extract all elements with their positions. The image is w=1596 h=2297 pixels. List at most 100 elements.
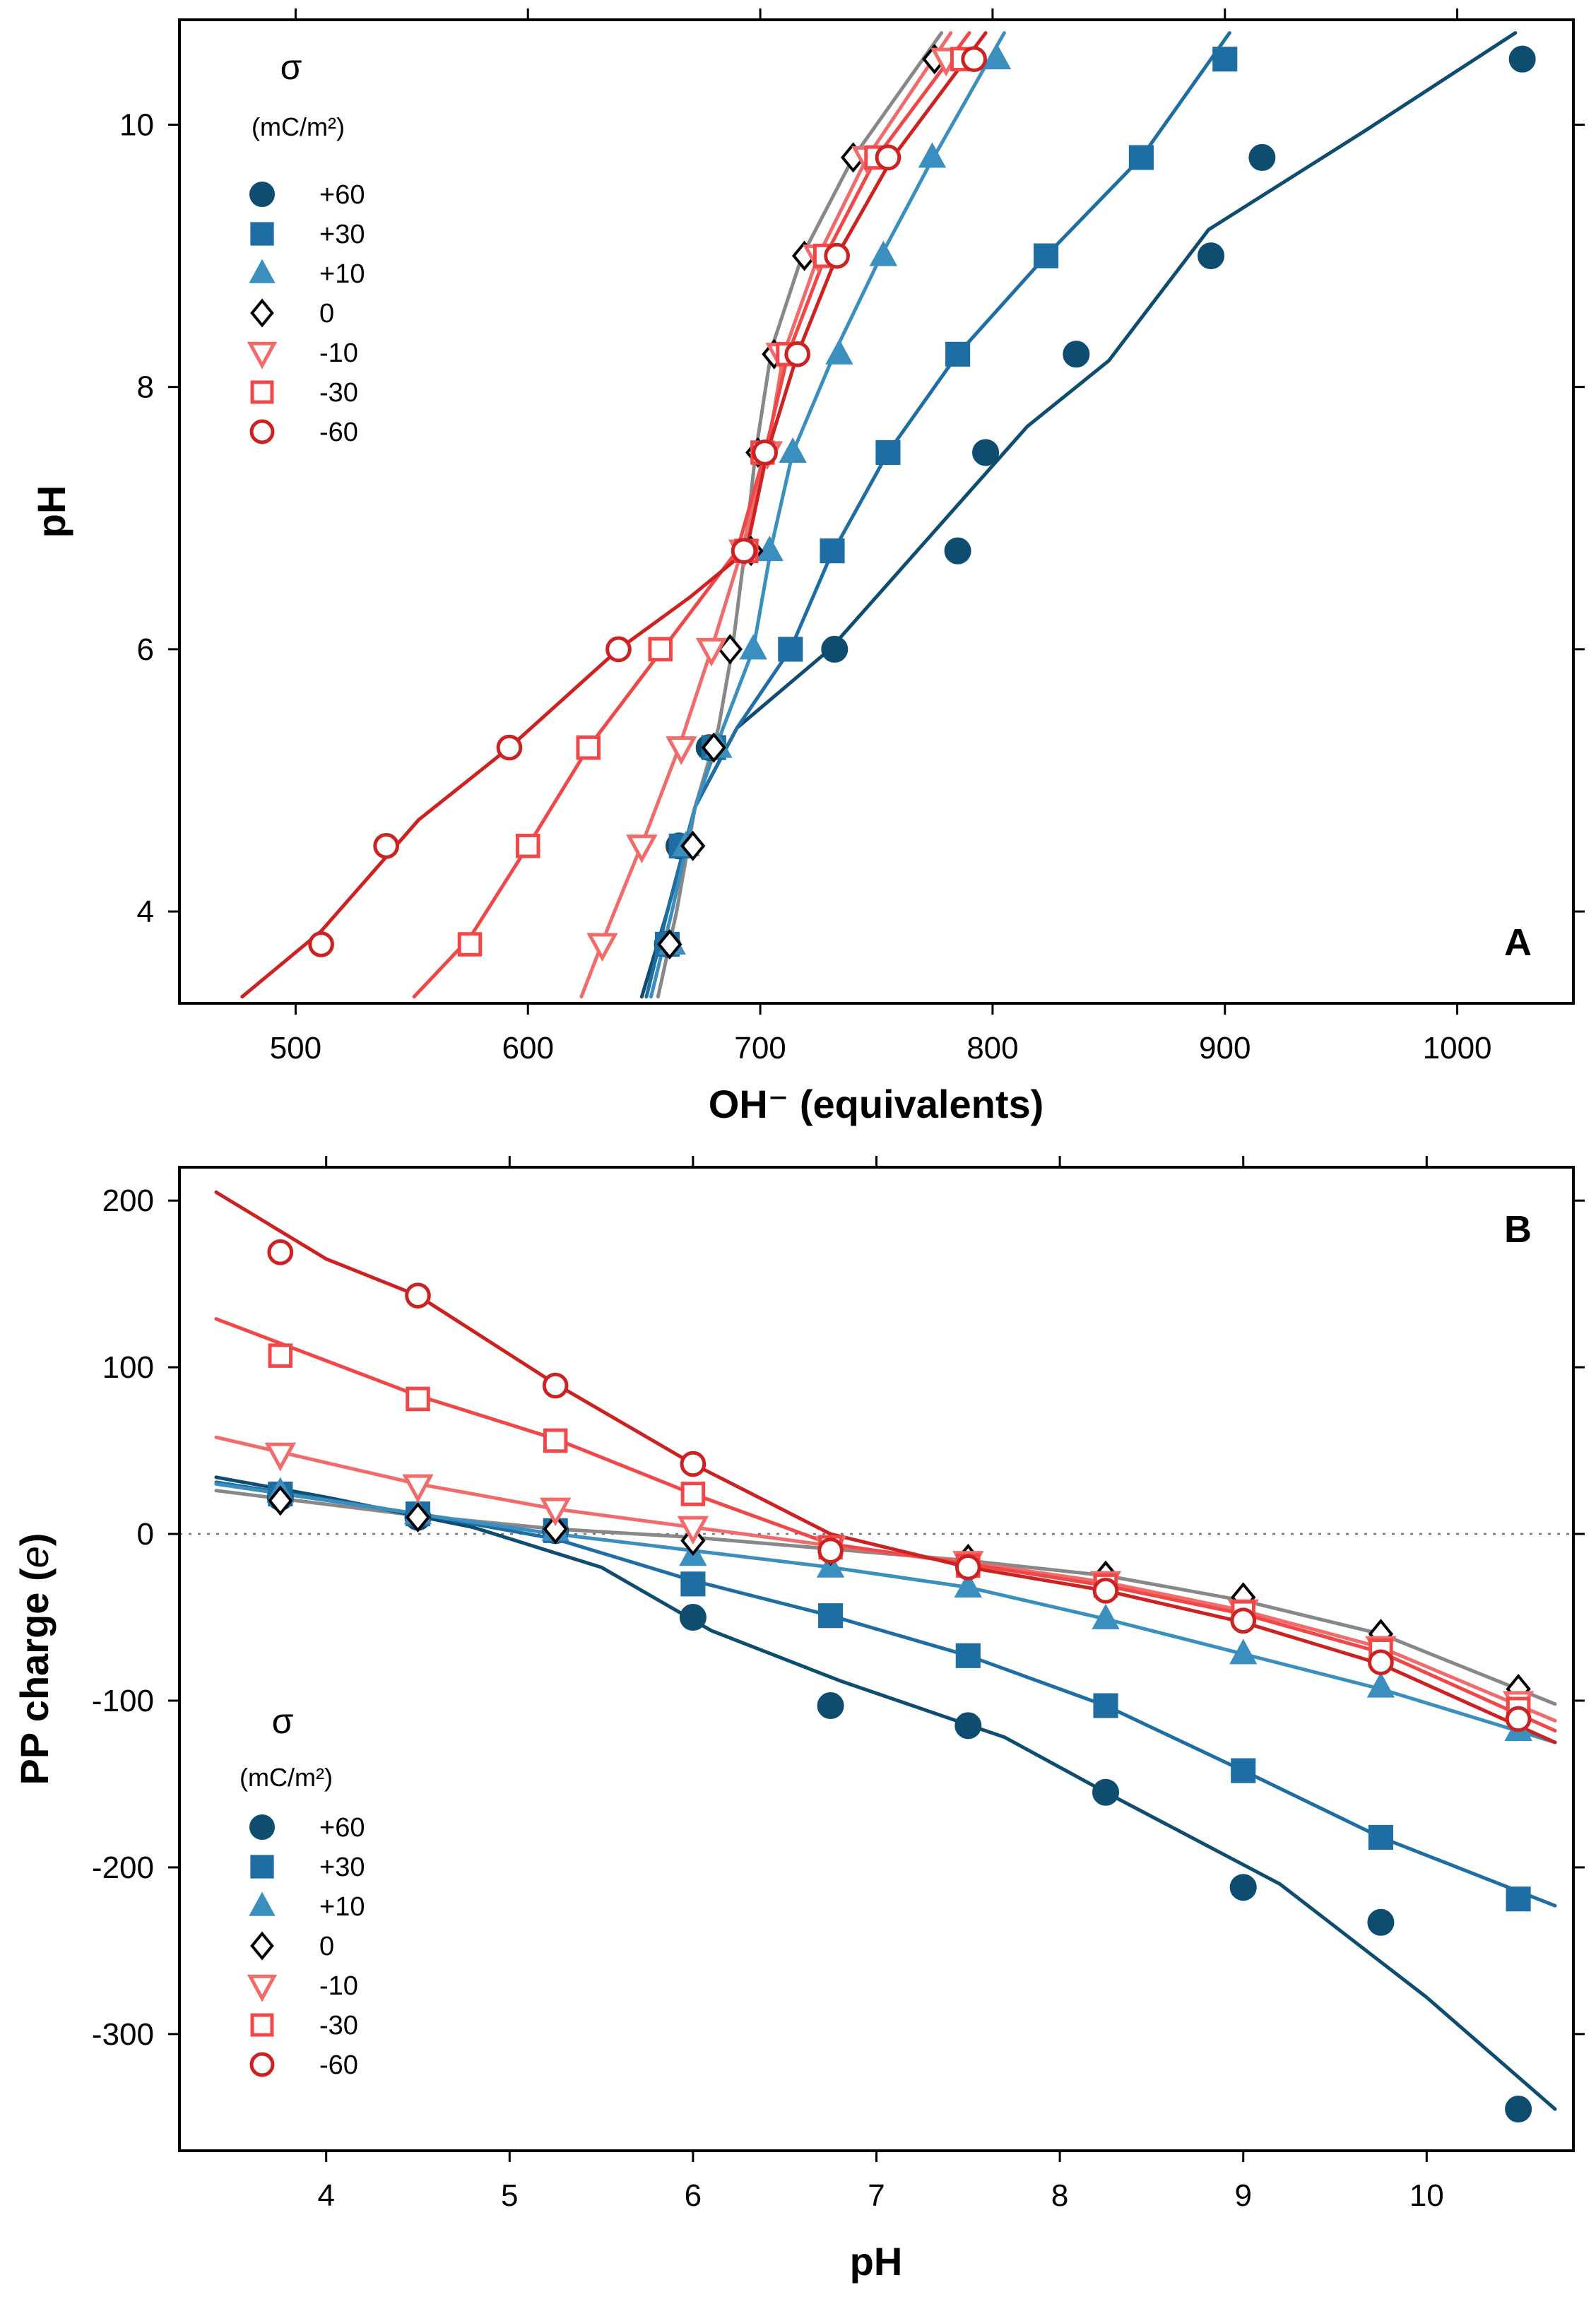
panel-a-point-plus30-3 xyxy=(778,637,803,662)
panel-b-curve-minus60 xyxy=(214,1190,1557,1744)
panel-a-point-plus30-7 xyxy=(1033,243,1059,268)
panel-b-y-tick-label: -200 xyxy=(92,1850,154,1885)
panel-b-point-plus30-7 xyxy=(1231,1758,1256,1783)
panel-b-point-minus60-1 xyxy=(405,1282,431,1309)
panel-a-point-plus10-9 xyxy=(983,44,1012,70)
panel-a-point-0-1 xyxy=(680,830,706,861)
panel-a-x-tick-label: 900 xyxy=(1199,1031,1251,1065)
panel-a-point-minus60-2 xyxy=(496,734,523,761)
panel-b-point-minus10-3 xyxy=(677,1516,709,1545)
panel-a-y-tick-label: 10 xyxy=(119,107,154,142)
panel-b-legend-marker-plus60 xyxy=(249,1814,275,1840)
panel-a-point-plus10-3 xyxy=(739,634,767,660)
panel-a-x-tick-label: 800 xyxy=(967,1031,1018,1065)
panel-b-point-plus60-4 xyxy=(817,1692,844,1720)
panel-b-legend-title: σ xyxy=(272,1701,294,1741)
panel-a-legend: σ (mC/m²) +60 +30 +10 0 -10 -30 -60 xyxy=(247,47,365,447)
panel-a-legend-label-plus30: +30 xyxy=(319,220,365,249)
panel-a-curve-minus60 xyxy=(240,31,988,999)
panel-a-point-minus60-5 xyxy=(752,439,779,466)
panel-a-point-minus30-2 xyxy=(576,735,601,760)
panel-a-legend-label-minus60: -60 xyxy=(319,418,358,447)
panel-a-legend-label-plus10: +10 xyxy=(319,259,365,289)
panel-a-point-plus30-9 xyxy=(1212,47,1238,72)
panel-b-legend: σ (mC/m²) +60 +30 +10 0 -10 -30 -60 xyxy=(240,1701,365,2080)
panel-a-point-plus10-5 xyxy=(779,437,807,463)
panel-a-legend-marker-minus60 xyxy=(249,419,275,444)
panel-a-point-plus60-6 xyxy=(1063,341,1090,368)
panel-b-y-tick-label: -100 xyxy=(92,1684,154,1718)
panel-a-point-minus60-4 xyxy=(731,538,757,565)
panel-a-y-tick-label: 8 xyxy=(137,370,154,405)
panel-b-point-plus10-8 xyxy=(1366,1672,1395,1698)
panel-a-point-plus60-3 xyxy=(821,635,849,663)
panel-a-point-minus60-6 xyxy=(784,341,811,367)
panel-b-point-plus30-6 xyxy=(1093,1693,1118,1718)
panel-b-point-plus30-5 xyxy=(955,1643,981,1668)
panel-a-curve-plus30 xyxy=(644,31,1231,999)
panel-a-point-plus30-8 xyxy=(1128,145,1154,170)
panel-a-point-plus10-4 xyxy=(755,536,784,562)
panel-b-x-tick-label: 10 xyxy=(1409,2178,1444,2213)
panel-b-legend-label-minus60: -60 xyxy=(319,2050,358,2080)
panel-b-point-minus60-3 xyxy=(680,1451,707,1477)
panel-b-point-plus60-9 xyxy=(1505,2096,1532,2123)
panel-b-curve-plus60 xyxy=(214,1475,1557,2111)
panel-a-point-minus10-3 xyxy=(695,637,728,667)
panel-a-frame xyxy=(178,18,1575,1005)
panel-b-point-plus30-3 xyxy=(680,1571,706,1597)
panel-b-x-tick-label: 5 xyxy=(501,2178,518,2213)
panel-a-point-minus60-3 xyxy=(605,636,632,663)
panel-b-legend-unit: (mC/m²) xyxy=(240,1763,333,1792)
panel-b-curve-plus30 xyxy=(214,1480,1557,1908)
panel-a-x-tick-label: 500 xyxy=(270,1031,321,1065)
panel-b-y-axis-label: PP charge (e) xyxy=(12,1533,57,1785)
panel-a-point-plus10-6 xyxy=(825,338,853,365)
panel-a-point-minus10-2 xyxy=(666,736,697,765)
panel-b-point-minus60-5 xyxy=(954,1554,981,1581)
panel-b-point-minus60-9 xyxy=(1505,1706,1532,1732)
panel-b-legend-label-plus60: +60 xyxy=(319,1813,365,1843)
panel-a-legend-marker-plus10 xyxy=(249,259,276,283)
panel-a-data-layer xyxy=(240,31,1536,999)
panel-a-x-axis-label: OH⁻ (equivalents) xyxy=(709,1082,1044,1126)
panel-a-point-plus60-8 xyxy=(1248,143,1276,171)
panel-b-legend-label-plus10: +10 xyxy=(319,1892,365,1922)
panel-a-legend-marker-plus60 xyxy=(249,182,275,207)
panel-a-point-plus60-9 xyxy=(1508,45,1536,73)
panel-a-point-plus60-4 xyxy=(944,537,971,565)
panel-b-legend-label-minus30: -30 xyxy=(319,2011,358,2041)
panel-b-point-minus60-8 xyxy=(1368,1649,1394,1676)
panel-a-y-tick-label: 6 xyxy=(137,632,154,667)
panel-a-legend-title: σ xyxy=(280,47,302,87)
panel-b-legend-marker-minus60 xyxy=(249,2052,275,2077)
panel-b-point-minus60-4 xyxy=(817,1537,844,1564)
panel-b-point-plus60-5 xyxy=(954,1712,982,1740)
panel-b-x-tick-label: 7 xyxy=(868,2178,885,2213)
panel-a-x-tick-label: 700 xyxy=(734,1031,786,1065)
panel-b-y-tick-label: 100 xyxy=(102,1350,154,1385)
panel-a-point-minus30-1 xyxy=(515,834,540,858)
panel-b-legend-marker-0 xyxy=(250,1931,274,1961)
panel-a-axes: 500 600 700 800 900 1000 4 6 8 10 xyxy=(119,8,1585,1065)
panel-b-point-plus60-7 xyxy=(1229,1874,1257,1901)
panel-b-point-minus10-1 xyxy=(402,1474,434,1504)
panel-b-point-minus30-3 xyxy=(680,1482,706,1506)
panel-b-point-0-0 xyxy=(268,1485,293,1516)
panel-b-point-plus30-8 xyxy=(1368,1824,1393,1850)
panel-b-letter: B xyxy=(1504,1208,1532,1251)
panel-a-legend-label-minus10: -10 xyxy=(319,338,358,368)
panel-a-point-minus60-8 xyxy=(875,144,902,171)
panel-a-legend-marker-0 xyxy=(250,298,274,328)
panel-a-point-minus30-0 xyxy=(457,932,483,957)
panel-a-point-plus10-8 xyxy=(918,142,947,168)
panel-b-point-plus30-9 xyxy=(1506,1886,1531,1912)
panel-a-letter: A xyxy=(1504,921,1532,964)
panel-b-legend-label-minus10: -10 xyxy=(319,1971,358,2001)
panel-a-point-plus30-6 xyxy=(945,341,971,367)
panel-b-legend-marker-minus30 xyxy=(250,2013,274,2037)
panel-b-y-tick-label: -300 xyxy=(92,2017,154,2052)
panel-b-y-tick-label: 200 xyxy=(102,1183,154,1218)
panel-b-point-plus60-6 xyxy=(1092,1778,1120,1806)
